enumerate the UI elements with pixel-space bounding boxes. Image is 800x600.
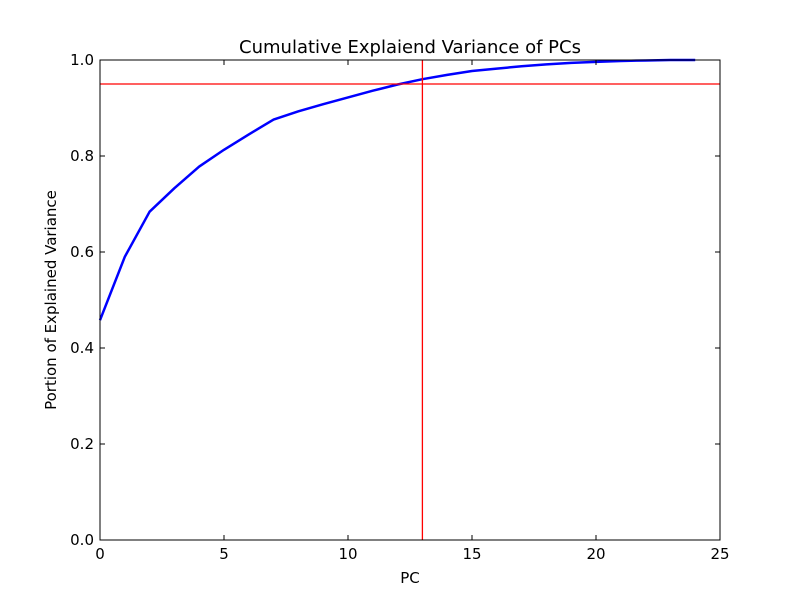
x-tick-label: 5 <box>219 545 229 563</box>
x-tick-label: 15 <box>462 545 481 563</box>
x-axis-label: PC <box>400 569 420 587</box>
x-tick-label: 25 <box>710 545 729 563</box>
chart-title: Cumulative Explaiend Variance of PCs <box>239 37 581 58</box>
y-tick-label: 0.2 <box>70 435 94 453</box>
x-tick-label: 10 <box>338 545 357 563</box>
y-tick-label: 0.0 <box>70 531 94 549</box>
y-tick-label: 0.4 <box>70 339 94 357</box>
y-tick-label: 0.8 <box>70 147 94 165</box>
x-tick-label: 0 <box>95 545 105 563</box>
axes-frame <box>99 59 721 541</box>
y-axis-label: Portion of Explained Variance <box>42 190 60 410</box>
y-tick-label: 1.0 <box>70 51 94 69</box>
x-tick-label: 20 <box>586 545 605 563</box>
y-tick-label: 0.6 <box>70 243 94 261</box>
plot-area: 0 5 10 15 20 25 0.0 0.2 0.4 0.6 0.8 1.0 <box>70 51 729 563</box>
